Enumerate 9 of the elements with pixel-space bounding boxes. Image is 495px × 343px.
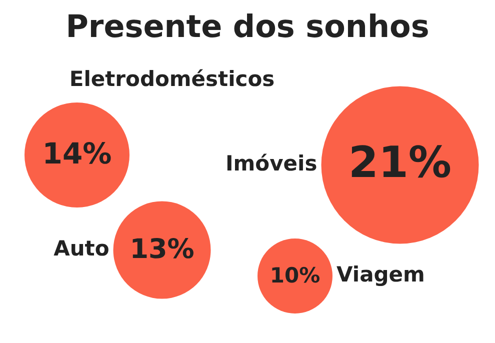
category-label: Auto [54,236,110,260]
data-label: 14% [42,136,112,171]
data-label: 21% [348,138,452,188]
category-label: Eletrodomésticos [69,66,275,91]
text: Presente dos sonhos [64,8,430,47]
data-label: 13% [130,234,194,266]
category-label: Viagem [336,262,425,286]
category-label: Imóveis [225,151,318,176]
data-label: 10% [270,263,320,288]
